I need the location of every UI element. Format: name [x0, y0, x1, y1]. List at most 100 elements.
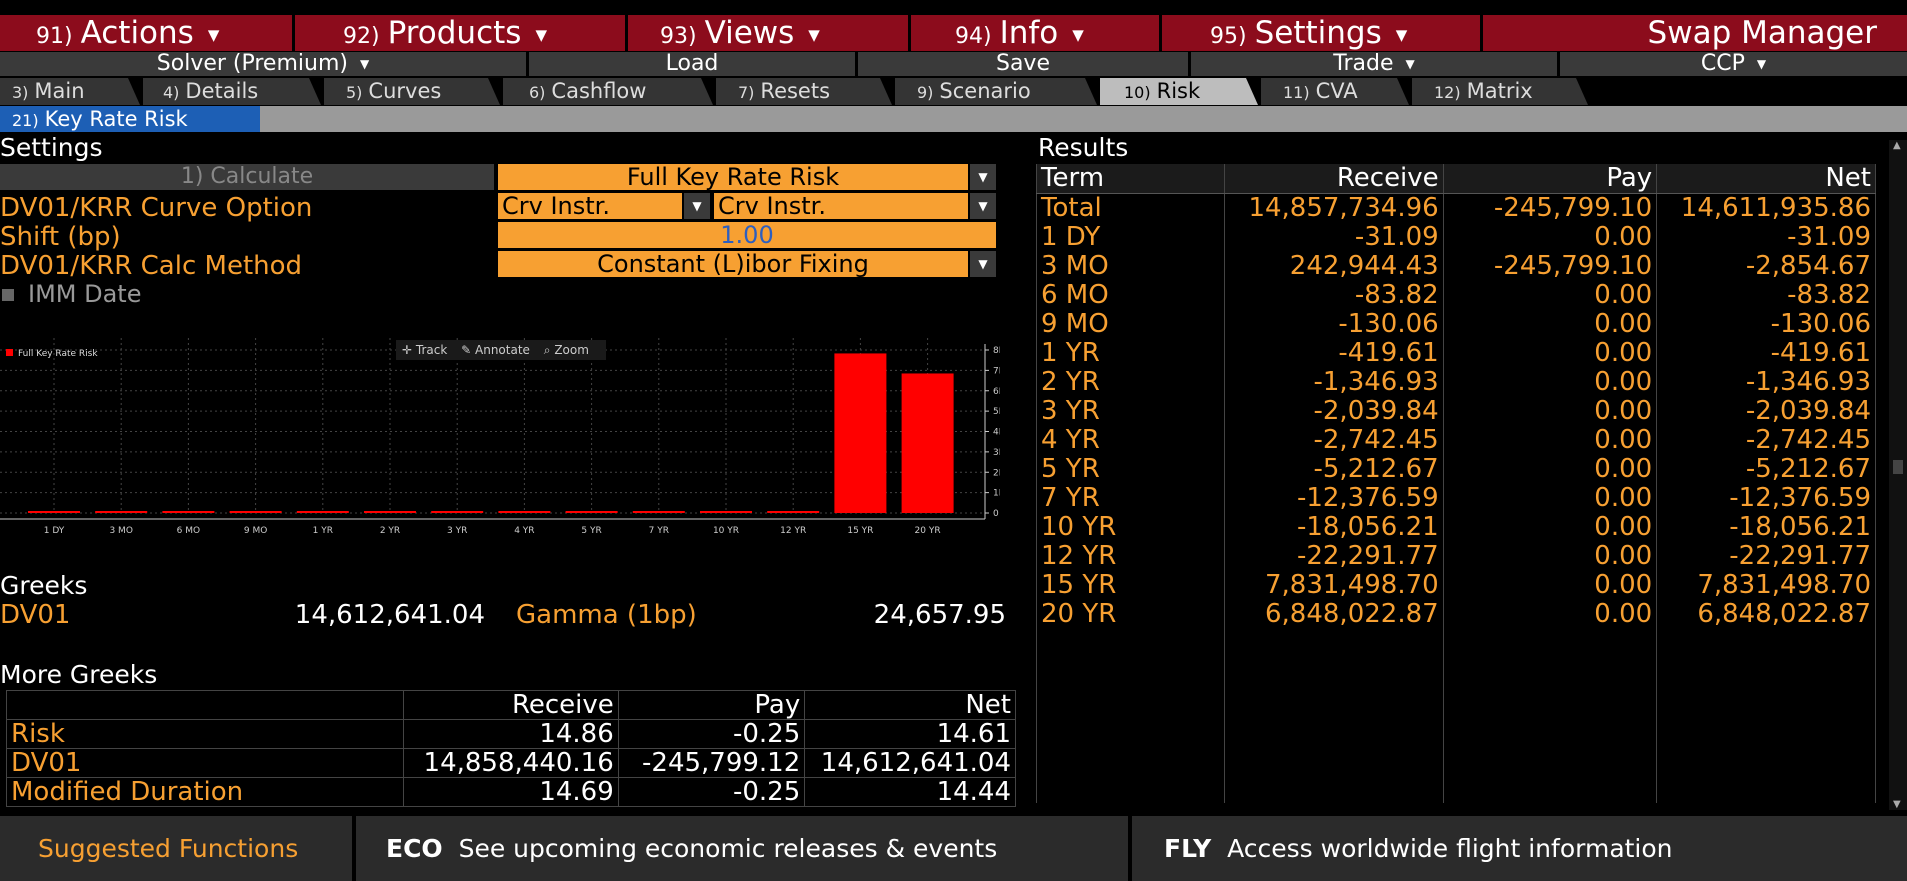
tab-label: Cashflow [551, 79, 647, 103]
menu-info[interactable]: 94) Info ▼ [911, 15, 1159, 51]
x-tick-label: 20 YR [915, 526, 941, 536]
cell-pay: -0.25 [617, 719, 806, 749]
scroll-down-icon[interactable]: ▼ [1893, 799, 1901, 810]
results-grid: Term Receive Pay Net Total 14,857,734.96-… [1036, 164, 1876, 803]
tab-number: 11) [1283, 83, 1310, 102]
empty-cell [1036, 629, 1225, 658]
tab-resets[interactable]: 7) Resets [716, 78, 892, 105]
imm-date-label: IMM Date [28, 280, 142, 308]
magnifier-icon: ⌕ [543, 343, 551, 357]
trade-dropdown[interactable]: Trade ▼ [1191, 52, 1557, 76]
footer-eco-link[interactable]: ECO See upcoming economic releases & eve… [386, 816, 1126, 881]
chevron-down-icon[interactable]: ▼ [970, 251, 996, 277]
tab-number: 12) [1434, 83, 1461, 102]
calculate-button[interactable]: 1) Calculate [0, 164, 494, 190]
menu-number: 91) [36, 24, 73, 49]
menu-settings[interactable]: 95) Settings ▼ [1162, 15, 1480, 51]
cell-pay: 0.00 [1442, 339, 1658, 368]
tab-scenario[interactable]: 9) Scenario [895, 78, 1097, 105]
chevron-down-icon[interactable]: ▼ [970, 193, 996, 219]
save-button[interactable]: Save [858, 52, 1188, 76]
settings-title: Settings [0, 133, 103, 162]
curve-option-2-select[interactable]: Crv Instr. [714, 193, 968, 219]
footer-fly-link[interactable]: FLY Access worldwide flight information [1164, 816, 1864, 881]
track-button[interactable]: Track [415, 343, 448, 357]
cell-pay: 0.00 [1442, 455, 1658, 484]
empty-cell [1036, 745, 1225, 774]
menu-number: 93) [660, 24, 697, 49]
cell-pay: 0.00 [1442, 397, 1658, 426]
chart-bar [632, 511, 685, 513]
chart-bar [700, 511, 752, 513]
cell-receive: -1,346.93 [1223, 368, 1444, 397]
empty-cell [1036, 774, 1225, 803]
tab-main[interactable]: 3) Main [0, 78, 140, 105]
results-title: Results [1038, 133, 1129, 162]
table-row: 6 MO -83.82 0.00 -83.82 [1036, 281, 1876, 310]
chart-bar [901, 373, 954, 513]
calc-method-select[interactable]: Constant (L)ibor Fixing [498, 251, 968, 277]
menu-label: Info [999, 15, 1059, 51]
empty-cell [1223, 658, 1444, 687]
menu-views[interactable]: 93) Views ▼ [628, 15, 908, 51]
menu-label: Actions [80, 15, 194, 51]
tab-matrix[interactable]: 12) Matrix [1412, 78, 1588, 105]
empty-cell [1656, 658, 1876, 687]
annotate-button[interactable]: Annotate [475, 343, 530, 357]
scroll-thumb[interactable] [1893, 460, 1903, 474]
table-row: 20 YR 6,848,022.87 0.00 6,848,022.87 [1036, 600, 1876, 629]
subtab-key-rate-risk[interactable]: 21) Key Rate Risk [0, 106, 260, 132]
load-button[interactable]: Load [529, 52, 855, 76]
tab-risk[interactable]: 10) Risk [1100, 78, 1258, 105]
table-row: Total 14,857,734.96 -245,799.10 14,611,935.… [1036, 193, 1876, 223]
cell-pay: 0.00 [1442, 542, 1658, 571]
empty-row [1036, 629, 1876, 658]
tab-cashflow[interactable]: 6) Cashflow [503, 78, 713, 105]
cell-net: -22,291.77 [1656, 542, 1876, 571]
results-scrollbar[interactable]: ▲ ▼ [1889, 140, 1907, 810]
imm-date-checkbox[interactable] [2, 289, 14, 301]
y-tick-label: 2M [993, 468, 1000, 478]
chart-bar [767, 511, 820, 513]
row-label: Risk [5, 719, 405, 749]
shift-input[interactable]: 1.00 [498, 222, 996, 248]
empty-row [1036, 658, 1876, 687]
tab-bar: 3) Main 4) Details 5) Curves 6) Cashflow 7) R… [0, 78, 1907, 105]
cell-pay: 0.00 [1442, 310, 1658, 339]
menu-number: 94) [955, 24, 992, 49]
empty-cell [1223, 716, 1444, 745]
x-tick-label: 5 YR [581, 526, 601, 536]
risk-type-select[interactable]: Full Key Rate Risk [498, 164, 968, 190]
tab-curves[interactable]: 5) Curves [324, 78, 500, 105]
scroll-up-icon[interactable]: ▲ [1893, 140, 1901, 151]
cell-receive: -22,291.77 [1223, 542, 1444, 571]
curve-option-1-select[interactable]: Crv Instr. [498, 193, 682, 219]
tab-cva[interactable]: 11) CVA [1261, 78, 1409, 105]
solver-dropdown[interactable]: Solver (Premium) ▼ [0, 52, 526, 76]
menu-actions[interactable]: 91) Actions ▼ [0, 15, 292, 51]
tab-details[interactable]: 4) Details [143, 78, 321, 105]
footer-divider [352, 816, 356, 881]
cell-pay: 0.00 [1442, 600, 1658, 629]
chevron-down-icon[interactable]: ▼ [970, 164, 996, 190]
ccp-dropdown[interactable]: CCP ▼ [1560, 52, 1907, 76]
dv01-value: 14,612,641.04 [294, 600, 485, 630]
tab-label: Resets [760, 79, 831, 103]
tab-number: 6) [529, 83, 546, 102]
key-rate-risk-chart: 8M 7M 6M 5M 4M 3M 2M 1M 0 1 DY 3 MO 6 MO 9 MO 1 YR 2 Y… [0, 330, 1007, 550]
chevron-down-icon: ▼ [1072, 26, 1084, 44]
cell-receive: 14,858,440.16 [403, 748, 619, 778]
top-menu-bar: 91) Actions ▼ 92) Products ▼ 93) Views ▼ 94) In… [0, 15, 1907, 51]
menu-label: Views [704, 15, 795, 51]
zoom-button[interactable]: Zoom [554, 343, 589, 357]
tab-label: Scenario [939, 79, 1031, 103]
cell-receive: -130.06 [1223, 310, 1444, 339]
chevron-down-icon[interactable]: ▼ [684, 193, 710, 219]
fly-text: Access worldwide flight information [1227, 834, 1673, 863]
menu-products[interactable]: 92) Products ▼ [295, 15, 625, 51]
more-greeks-title: More Greeks [0, 660, 158, 689]
chevron-down-icon: ▼ [1405, 57, 1415, 71]
empty-cell [1442, 629, 1658, 658]
table-row: 1 YR -419.61 0.00 -419.61 [1036, 339, 1876, 368]
empty-cell [1656, 774, 1876, 803]
